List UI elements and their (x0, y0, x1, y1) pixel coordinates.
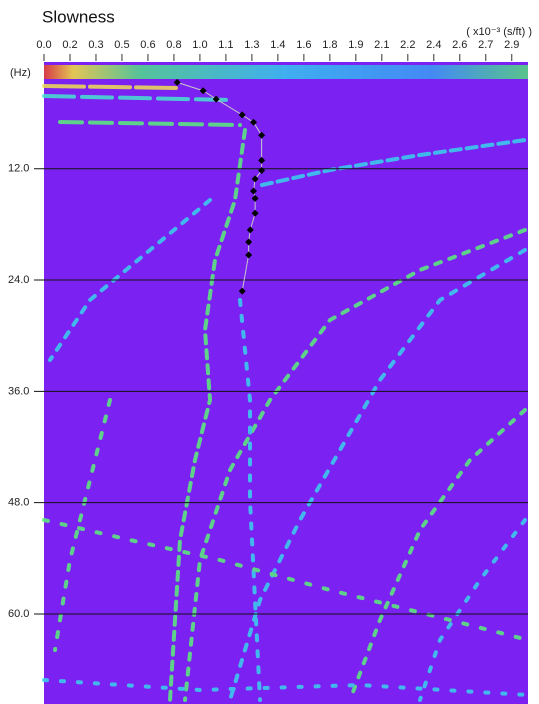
x-tick-label: 1.9 (348, 39, 363, 51)
streak (58, 120, 242, 127)
x-tick-label: 1.4 (270, 39, 285, 51)
streak (260, 138, 527, 187)
x-tick-label: 1.0 (192, 39, 207, 51)
x-tick-label: 1.1 (218, 39, 233, 51)
pick-point (250, 118, 258, 126)
streak (42, 518, 530, 642)
x-tick-label: 0.8 (166, 39, 181, 51)
x-tick-label: 0.5 (114, 39, 129, 51)
pick-point (251, 175, 259, 183)
streak (418, 518, 527, 702)
x-tick-label: 0.2 (62, 39, 77, 51)
streak (42, 94, 232, 102)
x-tick-label: 1.8 (322, 39, 337, 51)
x-tick-label: 2.9 (504, 39, 519, 51)
plot-layer: 12.0 24.0 36.0 48.0 60.0 (8, 78, 528, 620)
pick-line (177, 81, 263, 292)
pick-point (258, 156, 266, 164)
pick-point (238, 111, 246, 119)
x-tick-label: 2.7 (478, 39, 493, 51)
x-tick-label: 2.1 (374, 39, 389, 51)
pick-point (245, 251, 253, 259)
pick-point (258, 167, 266, 175)
y-tick-label: 12.0 (8, 163, 29, 175)
plot-background (44, 62, 528, 704)
streak (238, 298, 262, 702)
streak (42, 84, 182, 90)
x-unit-label: ( x10⁻³ (s/ft) ) (466, 26, 532, 38)
pick-point (250, 187, 258, 195)
pick-point (245, 238, 253, 246)
x-tick-label: 2.2 (400, 39, 415, 51)
y-tick-label: 24.0 (8, 274, 29, 286)
pick-point (251, 194, 259, 202)
x-tick-label: 0.0 (36, 39, 51, 51)
streak (228, 248, 527, 702)
top-band (44, 65, 528, 79)
pick-point (251, 209, 259, 217)
x-tick-label: 1.3 (244, 39, 259, 51)
streak (348, 408, 527, 702)
pick-point (246, 226, 254, 234)
pick-point (238, 287, 246, 295)
y-tick-label: 60.0 (8, 608, 29, 620)
streak (53, 398, 112, 652)
streak (42, 678, 530, 697)
pick-point (173, 78, 181, 86)
pick-point (212, 95, 220, 103)
pick-point (258, 131, 266, 139)
x-tick-label: 0.3 (88, 39, 103, 51)
x-tick-label: 2.6 (452, 39, 467, 51)
y-axis-label: (Hz) (10, 67, 31, 79)
x-tick-label: 1.6 (296, 39, 311, 51)
streak (183, 228, 527, 702)
streak (168, 128, 247, 702)
y-tick-label: 36.0 (8, 385, 29, 397)
y-tick-label: 48.0 (8, 497, 29, 509)
chart-title: Slowness (42, 7, 115, 26)
x-tick-label: 2.4 (426, 39, 441, 51)
pick-point (199, 87, 207, 95)
texture (42, 65, 530, 702)
x-tick-label: 0.6 (140, 39, 155, 51)
